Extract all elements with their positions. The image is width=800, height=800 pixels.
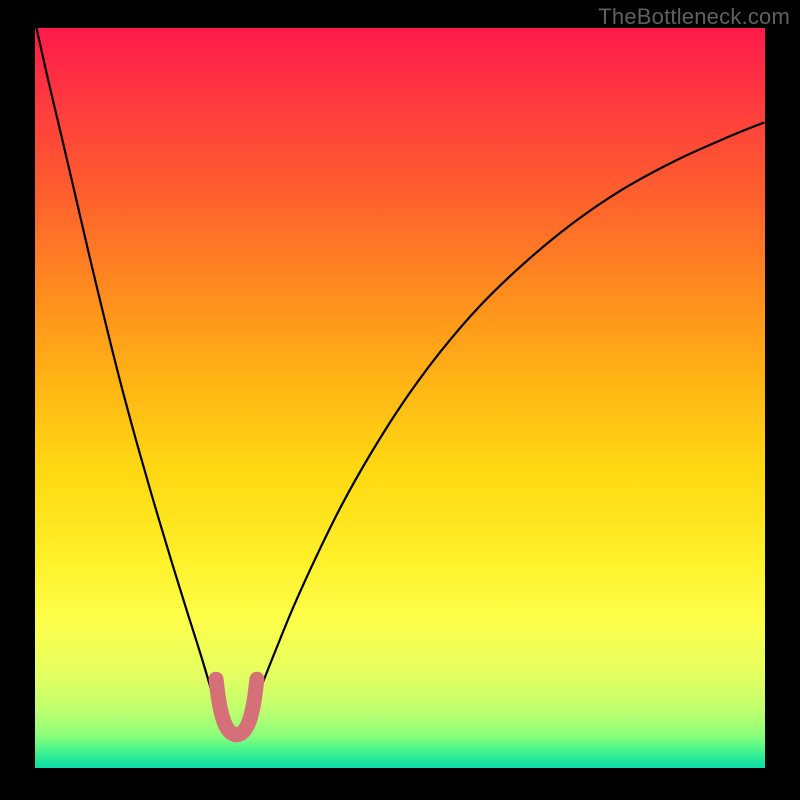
resolved-u-marker xyxy=(216,679,257,735)
curve-right-branch xyxy=(254,123,764,708)
chart-container: TheBottleneck.com xyxy=(0,0,800,800)
curve-left-branch xyxy=(36,28,216,707)
plot-area xyxy=(35,28,765,768)
curves-layer xyxy=(35,28,765,768)
watermark-text: TheBottleneck.com xyxy=(598,4,790,30)
